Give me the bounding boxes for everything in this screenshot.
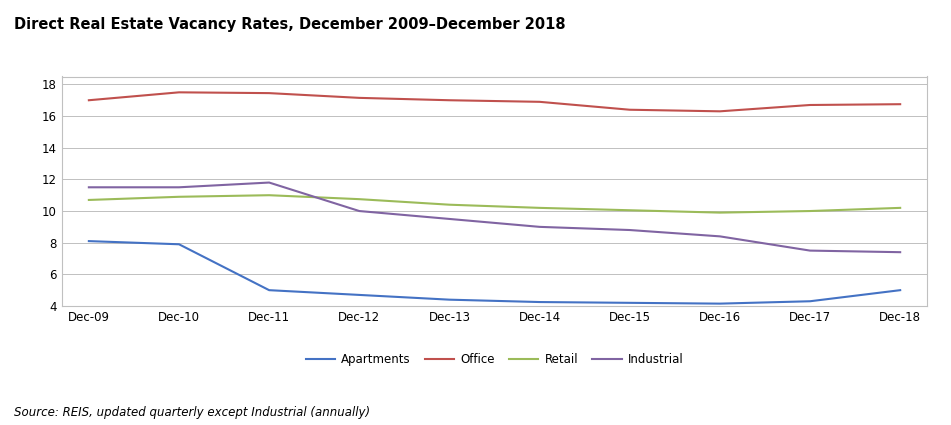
Retail [173,194,184,199]
Industrial [534,224,545,230]
Office [83,98,94,103]
Office [173,90,184,95]
Line: Apartments: Apartments [88,241,901,303]
Retail [263,193,275,198]
Office [895,102,906,107]
Industrial [444,216,456,221]
Text: Direct Real Estate Vacancy Rates, December 2009–December 2018: Direct Real Estate Vacancy Rates, Decemb… [14,17,566,32]
Office [805,102,816,108]
Apartments [444,297,456,302]
Retail [83,197,94,202]
Industrial [263,180,275,185]
Text: Source: REIS, updated quarterly except Industrial (annually): Source: REIS, updated quarterly except I… [14,405,370,419]
Apartments [263,288,275,293]
Retail [534,205,545,210]
Retail [624,208,635,213]
Legend: Apartments, Office, Retail, Industrial: Apartments, Office, Retail, Industrial [301,348,689,371]
Industrial [714,234,726,239]
Apartments [354,292,365,298]
Office [624,107,635,112]
Retail [354,197,365,202]
Retail [444,202,456,207]
Industrial [83,185,94,190]
Line: Industrial: Industrial [88,183,901,252]
Apartments [83,238,94,244]
Apartments [714,301,726,306]
Industrial [895,249,906,255]
Office [534,99,545,105]
Office [263,91,275,96]
Office [354,95,365,100]
Apartments [805,299,816,304]
Line: Office: Office [88,92,901,111]
Retail [895,205,906,210]
Office [444,98,456,103]
Apartments [534,300,545,305]
Industrial [173,185,184,190]
Apartments [624,300,635,306]
Industrial [624,227,635,232]
Retail [805,209,816,214]
Office [714,109,726,114]
Industrial [354,209,365,214]
Apartments [173,242,184,247]
Retail [714,210,726,215]
Line: Retail: Retail [88,195,901,212]
Apartments [895,288,906,293]
Industrial [805,248,816,253]
